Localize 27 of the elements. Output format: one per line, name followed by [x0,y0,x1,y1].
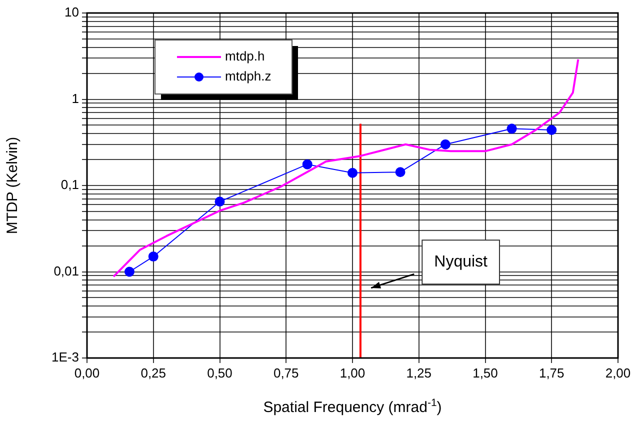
x-tick-label: 0,25 [140,365,166,380]
x-tick-label: 0,50 [207,365,232,380]
point [506,124,517,134]
y-tick-label: 0,1 [60,177,79,192]
point [302,159,312,170]
y-tick-label: 1E-3 [52,350,79,365]
x-tick-label: 1,75 [538,365,564,380]
point [124,266,134,277]
point [546,125,557,135]
point [214,196,225,207]
annotation: Nyquist [434,253,488,270]
x-tick-label: 2,00 [605,365,631,380]
point [148,252,158,262]
legend-label: mtdph.z [225,68,272,84]
point [348,168,358,178]
point [440,139,450,150]
y-axis-title: MTDP (Kelvin) [4,136,22,234]
x-tick-label: 0,75 [273,365,299,380]
x-tick-label: 1,00 [340,365,366,380]
x-tick-label: 1,25 [406,365,432,380]
x-tick-label: 1,50 [472,365,498,380]
y-tick-label: 0,01 [54,263,79,278]
x-tick-label: 0,00 [74,365,100,380]
point [395,167,406,178]
y-tick-label: 10 [64,4,79,20]
legend-label: mtdp.h [225,48,265,64]
y-tick-label: 1 [72,90,79,106]
